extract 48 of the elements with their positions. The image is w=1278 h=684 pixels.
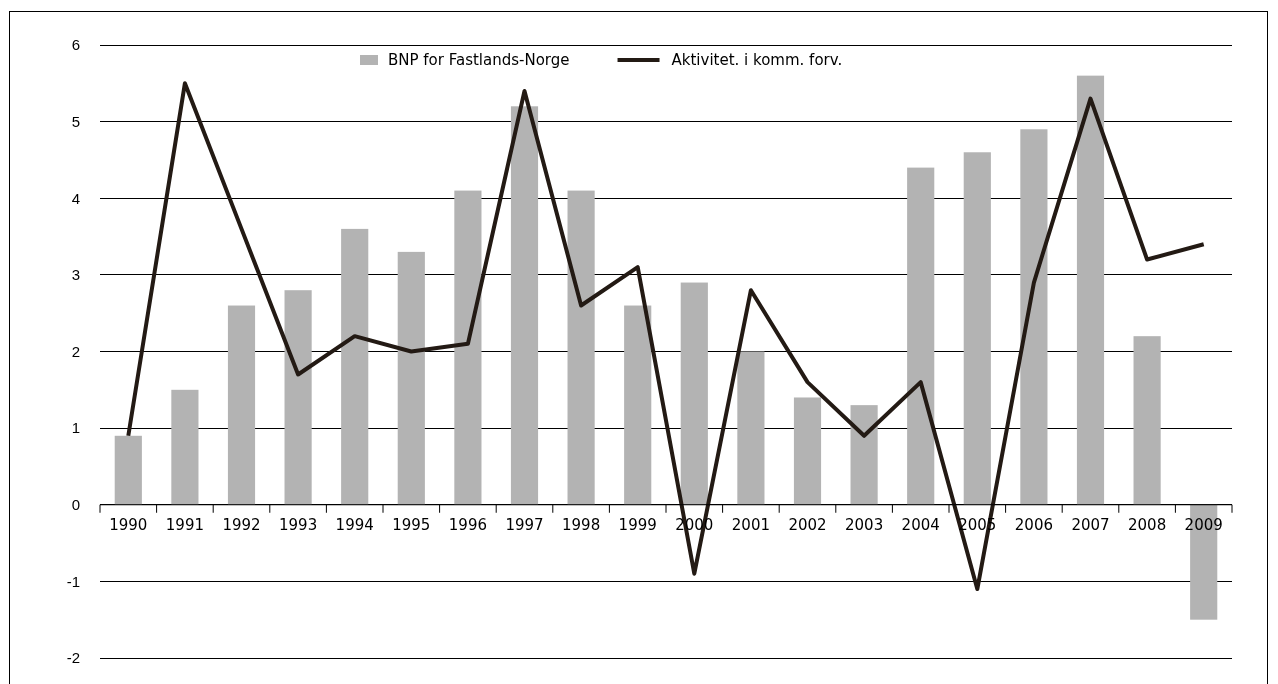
- bar: [1133, 336, 1161, 505]
- bar: [171, 389, 199, 505]
- x-tick-label: 1991: [165, 515, 204, 534]
- bar: [624, 305, 652, 505]
- bar: [963, 152, 991, 505]
- bar: [567, 190, 595, 505]
- bar: [850, 405, 878, 505]
- x-tick-label: 2006: [1014, 515, 1053, 534]
- x-tick-label: 2003: [845, 515, 884, 534]
- x-tick-label: 1998: [562, 515, 601, 534]
- x-tick-label: 2004: [901, 515, 940, 534]
- y-tick-label: -1: [66, 572, 80, 590]
- legend-label: BNP for Fastlands-Norge: [388, 51, 570, 69]
- x-tick-label: 1993: [279, 515, 318, 534]
- bar: [397, 251, 425, 505]
- x-tick-label: 2009: [1184, 515, 1223, 534]
- bar: [737, 351, 765, 505]
- x-tick-label: 1990: [109, 515, 148, 534]
- bar: [680, 282, 708, 505]
- x-tick-label: 1995: [392, 515, 431, 534]
- bar: [284, 290, 312, 505]
- legend-label: Aktivitet. i komm. forv.: [671, 51, 843, 69]
- bar: [907, 167, 935, 505]
- x-tick-label: 2001: [731, 515, 770, 534]
- x-tick-label: 1999: [618, 515, 657, 534]
- x-tick-label: 1992: [222, 515, 261, 534]
- x-tick-label: 1994: [335, 515, 374, 534]
- x-tick-label: 2007: [1071, 515, 1110, 534]
- y-tick-label: 6: [71, 36, 80, 54]
- y-tick-label: 5: [71, 112, 80, 130]
- y-tick-label: 2: [71, 342, 80, 360]
- y-tick-label: 1: [71, 419, 80, 437]
- bar: [1076, 75, 1105, 505]
- y-tick-label: 0: [71, 496, 80, 514]
- bar: [510, 106, 539, 505]
- x-tick-label: 1996: [448, 515, 487, 534]
- y-tick-label: 4: [71, 189, 80, 207]
- y-tick-label: 3: [71, 266, 80, 284]
- bar: [227, 305, 256, 505]
- bar: [454, 190, 482, 505]
- x-tick-label: 2008: [1128, 515, 1167, 534]
- bar: [1020, 129, 1048, 505]
- bar: [114, 435, 142, 505]
- x-tick-label: 2002: [788, 515, 827, 534]
- x-tick-label: 1997: [505, 515, 544, 534]
- bar: [341, 228, 369, 505]
- bar: [793, 397, 822, 505]
- y-tick-label: -2: [66, 649, 80, 667]
